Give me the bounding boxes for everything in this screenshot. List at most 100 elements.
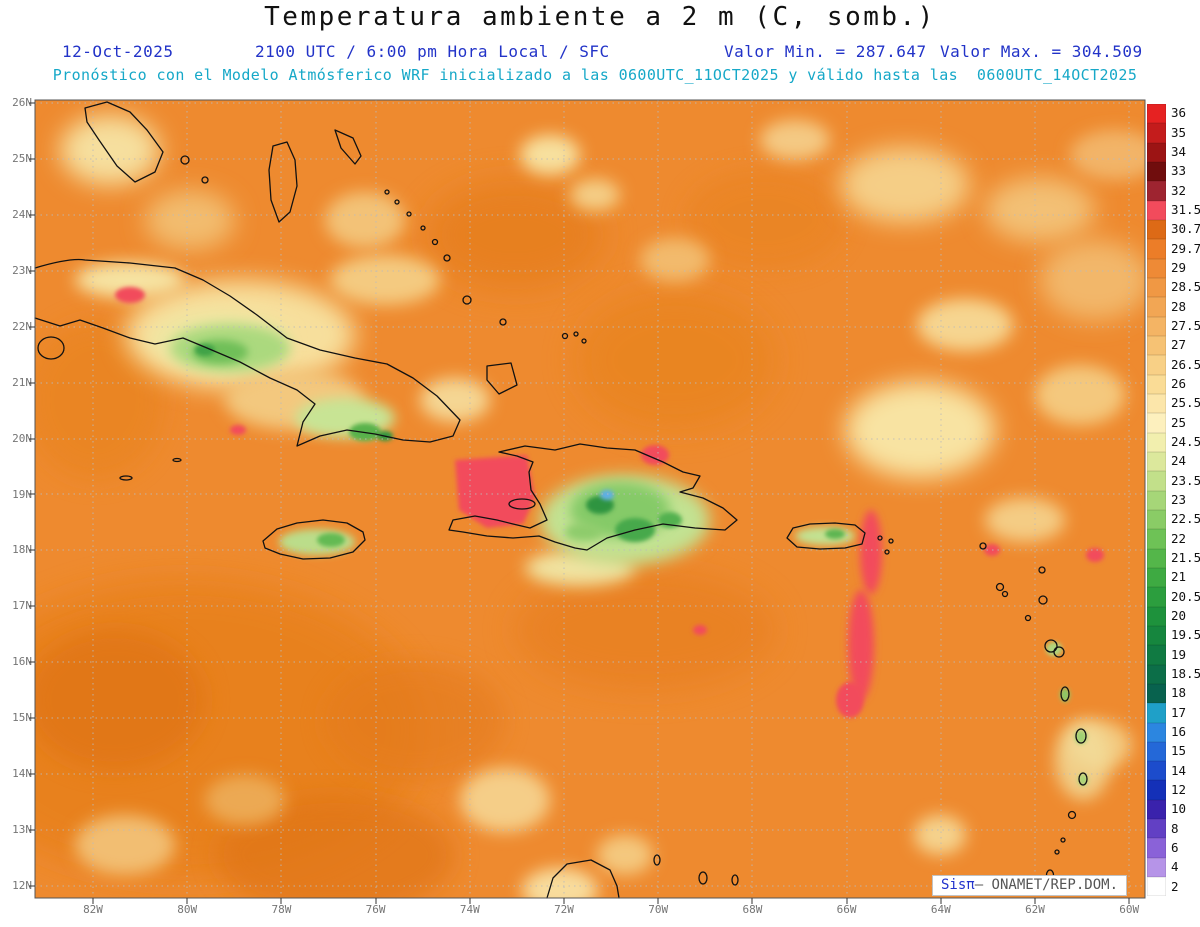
colorbar-label: 19.5 xyxy=(1171,627,1200,643)
colorbar-label: 21 xyxy=(1171,569,1187,585)
colorbar-swatch xyxy=(1147,181,1166,201)
colorbar-label: 28 xyxy=(1171,298,1187,314)
lon-tick-label: 68W xyxy=(742,903,763,916)
colorbar-label: 10 xyxy=(1171,801,1187,817)
colorbar-swatch xyxy=(1147,142,1166,162)
colorbar-swatch xyxy=(1147,200,1166,220)
lat-tick-label: 23N xyxy=(12,263,32,277)
watermark: Sisπ– ONAMET/REP.DOM. xyxy=(931,875,1127,896)
lon-axis: 82W 80W 78W 76W 74W 72W 70W 68W 66W 64W 62W 60W xyxy=(35,903,1195,923)
aruba-outline xyxy=(653,854,661,866)
colorbar-swatch xyxy=(1147,297,1166,317)
colorbar-swatch xyxy=(1147,509,1166,530)
isla-juventud-outline xyxy=(37,336,65,360)
colorbar-level: 18 xyxy=(1147,683,1200,704)
colorbar-level: 15 xyxy=(1147,741,1200,762)
watermark-org: – ONAMET/REP.DOM. xyxy=(974,877,1118,893)
colorbar-label: 16 xyxy=(1171,723,1187,739)
colorbar-label: 31.5 xyxy=(1171,202,1200,218)
watermark-brand: Sisπ xyxy=(940,877,975,893)
colorbar-level: 29 xyxy=(1147,258,1200,278)
crooked-island-outline xyxy=(462,295,472,305)
colorbar-level: 25 xyxy=(1147,413,1200,433)
colorbar-level: 21.5 xyxy=(1147,548,1200,568)
lat-tick-label: 26N xyxy=(12,96,32,109)
colorbar-level: 19 xyxy=(1147,645,1200,665)
colorbar-swatch xyxy=(1147,838,1166,858)
colorbar-label: 2 xyxy=(1171,878,1179,894)
colorbar-level: 27 xyxy=(1147,335,1200,356)
eleuthera-outline xyxy=(334,129,362,165)
lon-tick-label: 66W xyxy=(836,903,857,916)
st-vincent-outline xyxy=(1067,810,1077,820)
colorbar-levels: 36 35 34 33 32 31.5 30.7 29.7 29 28.5 28 27.5 27 26.5… xyxy=(1147,104,1200,897)
colorbar-label: 14 xyxy=(1171,762,1187,778)
lat-tick-label: 13N xyxy=(12,823,32,837)
colorbar-swatch xyxy=(1147,857,1166,878)
colorbar-label: 22 xyxy=(1171,530,1187,546)
colorbar-swatch xyxy=(1147,683,1166,704)
colorbar-level: 19.5 xyxy=(1147,625,1200,646)
andros-outline xyxy=(268,141,298,223)
puerto-rico-outline xyxy=(786,522,866,550)
colorbar-label: 15 xyxy=(1171,743,1187,759)
colorbar-label: 19 xyxy=(1171,646,1187,662)
colorbar-level: 24 xyxy=(1147,451,1200,472)
lon-tick-label: 76W xyxy=(365,903,386,916)
colorbar-level: 18.5 xyxy=(1147,664,1200,684)
colorbar-label: 22.5 xyxy=(1171,511,1200,527)
colorbar-label: 27.5 xyxy=(1171,318,1200,334)
lon-tick-label: 74W xyxy=(459,903,480,916)
colorbar-swatch xyxy=(1147,799,1166,820)
colorbar-swatch xyxy=(1147,877,1166,897)
colorbar-swatch xyxy=(1147,567,1166,588)
colorbar-swatch xyxy=(1147,722,1166,742)
colorbar-label: 21.5 xyxy=(1171,549,1200,565)
colorbar-swatch xyxy=(1147,471,1166,491)
colorbar-level: 14 xyxy=(1147,761,1200,781)
lat-tick-label: 20N xyxy=(12,431,32,445)
temperature-field xyxy=(35,100,1145,898)
colorbar-swatch xyxy=(1147,239,1166,259)
lon-tick-label: 60W xyxy=(1119,903,1140,916)
colorbar-level: 23 xyxy=(1147,490,1200,510)
colorbar-label: 29 xyxy=(1171,260,1187,276)
map-canvas xyxy=(29,99,1146,904)
lat-tick-label: 12N xyxy=(12,879,32,893)
lat-tick-label: 15N xyxy=(12,711,32,725)
gonave-outline xyxy=(508,498,536,510)
colorbar-level: 23.5 xyxy=(1147,471,1200,491)
colorbar-swatch xyxy=(1147,664,1166,684)
guadeloupe-outline xyxy=(1044,639,1058,653)
colorbar-level: 4 xyxy=(1147,857,1200,878)
montserrat-outline xyxy=(1024,614,1032,622)
colorbar-level: 31.5 xyxy=(1147,200,1200,220)
coastlines xyxy=(34,101,1088,899)
map-frame xyxy=(34,99,1146,899)
colorbar-level: 22 xyxy=(1147,529,1200,549)
colorbar-label: 25 xyxy=(1171,414,1187,430)
colorbar-swatch xyxy=(1147,703,1166,723)
lat-tick-label: 21N xyxy=(12,375,32,389)
colorbar-label: 26 xyxy=(1171,376,1187,391)
colorbar-level: 22.5 xyxy=(1147,509,1200,530)
colorbar-level: 16 xyxy=(1147,722,1200,742)
lon-tick-label: 80W xyxy=(177,903,198,916)
cuba-outline xyxy=(34,258,461,447)
colorbar-label: 23.5 xyxy=(1171,472,1200,488)
bahamas-northwest-outline xyxy=(84,101,164,183)
colorbar-swatch xyxy=(1147,529,1166,549)
colorbar-swatch xyxy=(1147,625,1166,646)
cool-spot xyxy=(600,490,614,500)
colorbar-label: 29.7 xyxy=(1171,240,1200,256)
colorbar-label: 32 xyxy=(1171,182,1187,198)
colorbar-swatch xyxy=(1147,123,1166,143)
value-max: Valor Max. = 304.509 xyxy=(940,42,1143,61)
colorbar-label: 20 xyxy=(1171,607,1187,623)
lat-tick-label: 18N xyxy=(12,543,32,557)
colorbar-label: 8 xyxy=(1171,820,1179,836)
colorbar-label: 24.5 xyxy=(1171,433,1200,449)
colorbar-level: 29.7 xyxy=(1147,239,1200,259)
jamaica-outline xyxy=(262,519,366,560)
colorbar-swatch xyxy=(1147,258,1166,278)
